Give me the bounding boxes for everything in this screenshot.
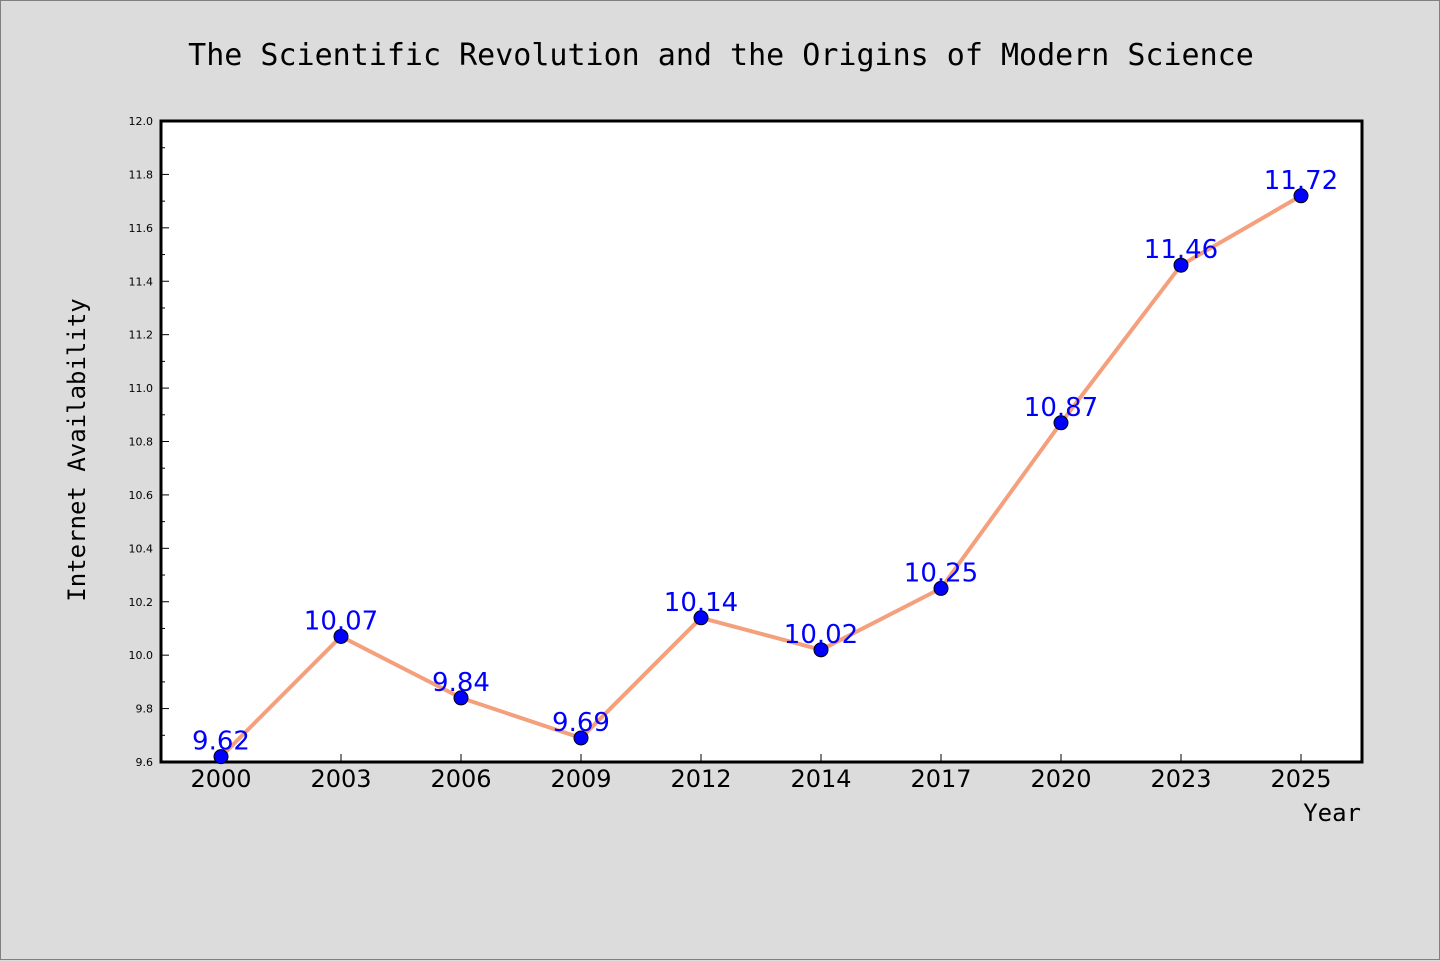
y-tick-label: 12.0 [129,115,154,128]
data-label: 9.69 [552,708,610,738]
series-line [219,193,1303,759]
y-tick-label: 11.8 [129,168,154,181]
data-point-marker [213,749,229,765]
x-tick-label: 2020 [1030,765,1091,793]
data-label: 10.02 [784,620,858,650]
x-axis: 2000 2003 2006 2009 2012 2014 2017 2020 2023 2025 [190,754,1332,793]
data-label: 10.07 [304,606,378,636]
y-tick-label: 11.0 [129,382,154,395]
data-point-marker [453,690,469,706]
y-tick-label: 10.4 [129,542,154,555]
data-point-marker [1053,415,1069,431]
chart-title: The Scientific Revolution and the Origin… [188,38,1254,73]
data-point-marker [693,610,709,626]
x-tick-label: 2009 [550,765,611,793]
plot-area [159,119,1364,764]
y-axis: 9.6 9.8 10.0 10.2 10.4 10.6 10.8 11.0 11.2 11.4 11… [129,115,169,769]
y-tick-label: 9.8 [136,703,154,716]
y-tick-label: 10.2 [129,596,154,609]
y-tick-label: 10.6 [129,489,154,502]
x-tick-label: 2023 [1150,765,1211,793]
data-point-marker [933,580,949,596]
data-label: 10.14 [664,588,738,618]
data-label: 9.84 [432,668,490,698]
x-tick-label: 2006 [430,765,491,793]
y-tick-label: 10.0 [129,649,154,662]
y-tick-label: 11.4 [129,275,154,288]
y-tick-label: 11.6 [129,222,154,235]
x-tick-label: 2025 [1270,765,1331,793]
data-label: 10.25 [904,558,978,588]
data-labels: 9.62 10.07 9.84 9.69 10.14 10.02 10.25 10.87 11.… [192,166,1338,757]
y-tick-label: 9.6 [136,756,154,769]
x-tick-label: 2014 [790,765,851,793]
data-label: 9.62 [192,727,250,757]
x-tick-label: 2012 [670,765,731,793]
data-point-marker [333,628,349,644]
series-line-group [213,188,1309,765]
y-tick-label: 11.2 [129,329,154,342]
y-tick-label: 10.8 [129,436,154,449]
y-axis-title: Internet Availability [63,298,91,601]
data-label: 10.87 [1024,393,1098,423]
x-tick-label: 2017 [910,765,971,793]
x-axis-title: Year [1303,799,1361,827]
x-tick-label: 2000 [190,765,251,793]
data-point-marker [1173,257,1189,273]
data-point-marker [573,730,589,746]
data-point-marker [813,642,829,658]
x-tick-label: 2003 [310,765,371,793]
data-label: 11.46 [1144,235,1218,265]
data-label: 11.72 [1264,166,1338,196]
data-point-marker [1293,188,1309,204]
